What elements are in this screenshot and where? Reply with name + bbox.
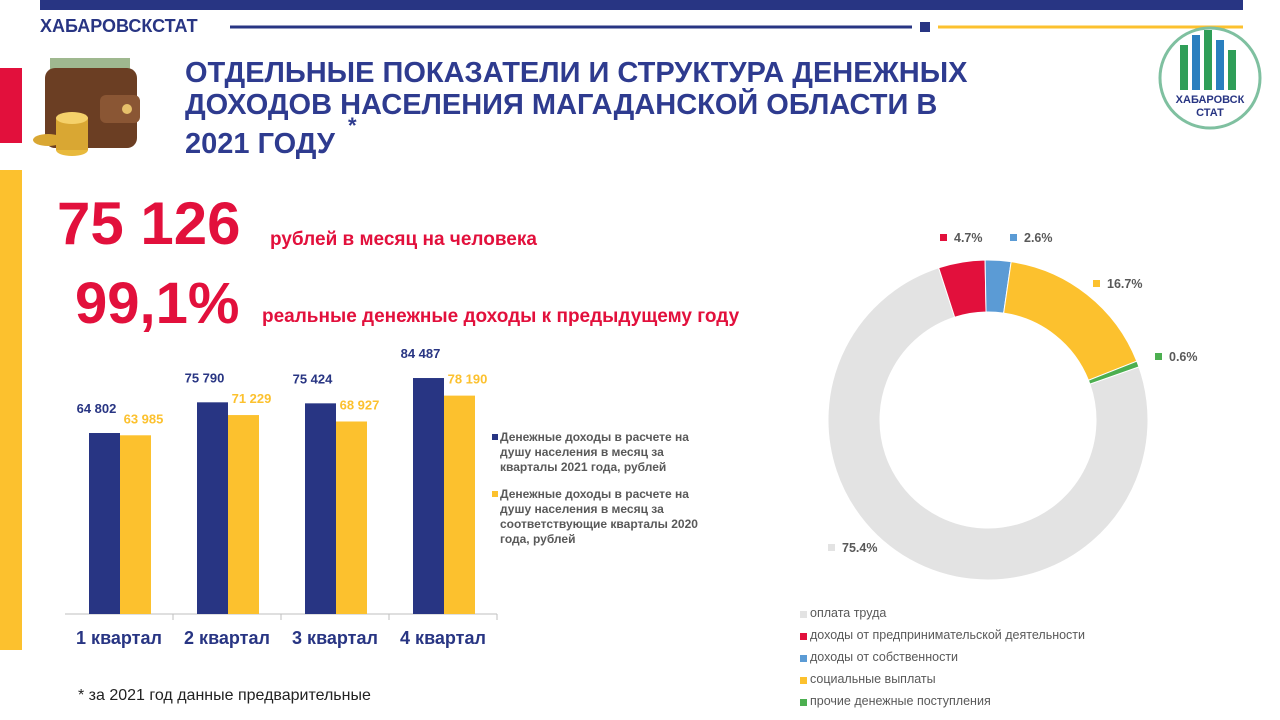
- bar: [444, 395, 475, 614]
- x-tick-label: 2 квартал: [184, 628, 270, 648]
- label-swatch: [940, 234, 947, 241]
- legend-swatch: [800, 699, 807, 706]
- value-label: 78 190: [448, 372, 488, 387]
- highlight-value: 75 126: [57, 190, 241, 257]
- legend-swatch: [800, 655, 807, 662]
- bar: [305, 403, 336, 614]
- label-swatch: [828, 544, 835, 551]
- title-line: ОТДЕЛЬНЫЕ ПОКАЗАТЕЛИ И СТРУКТУРА ДЕНЕЖНЫ…: [185, 57, 968, 89]
- logo-text: ХАБАРОВСК: [1176, 94, 1245, 106]
- legend-text: социальные выплаты: [810, 672, 936, 686]
- bar-legend-text: Денежные доходы в расчете на душу населе…: [500, 430, 689, 474]
- org-name: ХАБАРОВСКСТАТ: [40, 16, 198, 36]
- wallet-icon: [33, 58, 140, 156]
- value-label: 4.7%: [954, 231, 983, 245]
- legend-text: оплата труда: [810, 606, 887, 620]
- value-label: 71 229: [232, 391, 272, 406]
- value-label: 63 985: [124, 411, 164, 426]
- rule-dot: [920, 22, 930, 32]
- label-swatch: [1155, 353, 1162, 360]
- side-bar: [0, 68, 22, 143]
- x-tick-label: 4 квартал: [400, 628, 486, 648]
- legend-swatch: [800, 633, 807, 640]
- title-mark: *: [348, 113, 357, 138]
- bar: [228, 415, 259, 614]
- label-swatch: [1093, 280, 1100, 287]
- legend-swatch: [800, 677, 807, 684]
- logo-text: СТАТ: [1196, 107, 1224, 119]
- value-label: 75 790: [185, 370, 225, 385]
- legend-swatch: [800, 611, 807, 618]
- highlight-text: рублей в месяц на человека: [270, 229, 537, 250]
- value-label: 75 424: [293, 371, 334, 386]
- value-label: 84 487: [401, 346, 441, 361]
- footnote: * за 2021 год данные предварительные: [78, 687, 371, 704]
- highlight-value: 99,1%: [75, 271, 239, 336]
- side-bar: [0, 170, 22, 650]
- title-line: 2021 ГОДУ: [185, 128, 336, 160]
- bar: [413, 378, 444, 614]
- legend-swatch: [492, 491, 498, 497]
- bar-legend-text: Денежные доходы в расчете на душу населе…: [500, 487, 698, 546]
- value-label: 2.6%: [1024, 231, 1053, 245]
- highlight-text: реальные денежные доходы к предыдущему г…: [262, 306, 740, 327]
- top-band: [40, 0, 1243, 10]
- charts: 1 квартал 2 квартал 3 квартал 4 квартал 64 8…: [65, 231, 1198, 706]
- bar: [197, 402, 228, 614]
- slice: [827, 267, 1149, 581]
- bar: [336, 421, 367, 614]
- bar: [89, 433, 120, 614]
- x-tick-label: 3 квартал: [292, 628, 378, 648]
- value-label: 16.7%: [1107, 277, 1142, 291]
- slice: [1087, 360, 1140, 385]
- bar: [120, 435, 151, 614]
- legend-text: прочие денежные поступления: [810, 694, 991, 708]
- value-label: 68 927: [340, 397, 380, 412]
- value-label: 64 802: [77, 401, 117, 416]
- label-swatch: [1010, 234, 1017, 241]
- legend-text: доходы от предпринимательской деятельнос…: [810, 628, 1086, 642]
- value-label: 0.6%: [1169, 350, 1198, 364]
- logo: ХАБАРОВСК СТАТ: [1158, 26, 1262, 130]
- legend-swatch: [492, 434, 498, 440]
- x-tick-label: 1 квартал: [76, 628, 162, 648]
- legend-text: доходы от собственности: [810, 650, 959, 664]
- value-label: 75.4%: [842, 541, 877, 555]
- title-line: ДОХОДОВ НАСЕЛЕНИЯ МАГАДАНСКОЙ ОБЛАСТИ В: [185, 87, 937, 121]
